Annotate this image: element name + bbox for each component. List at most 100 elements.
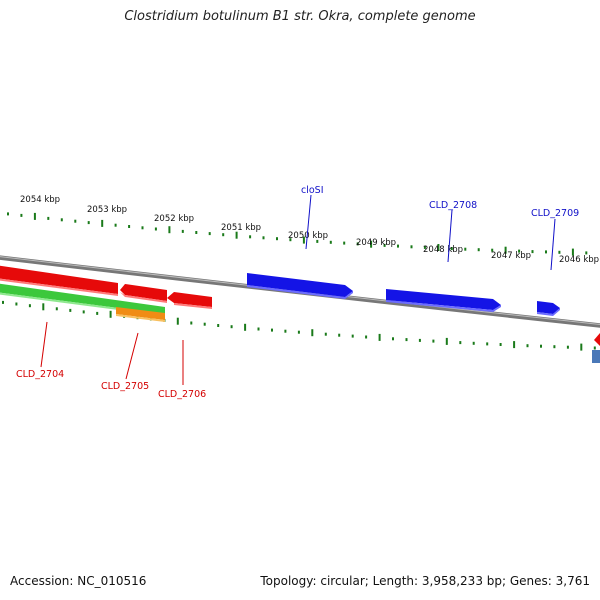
gene-label: CLD_2708 — [429, 200, 477, 211]
gene-far-right-blue[interactable] — [592, 350, 600, 363]
gene-label: CLD_2709 — [531, 208, 579, 219]
gene-cld-2705-orange[interactable] — [116, 307, 165, 320]
accession-text: Accession: NC_010516 — [10, 574, 147, 588]
minor-tick — [96, 311, 99, 315]
minor-tick — [464, 247, 467, 251]
major-tick — [33, 212, 36, 220]
major-tick — [437, 244, 440, 251]
gene-red-far-right[interactable] — [594, 332, 600, 346]
reverse-gene-labels: CLD_2704 CLD_2705 CLD_2706 — [16, 321, 206, 400]
minor-tick — [397, 244, 399, 248]
minor-tick — [276, 237, 278, 241]
gene-cld-2706[interactable] — [167, 292, 212, 307]
minor-tick — [222, 233, 225, 237]
minor-tick — [432, 339, 435, 343]
minor-tick — [82, 310, 85, 314]
scale-label: 2052 kbp — [154, 214, 194, 224]
minor-tick — [69, 308, 72, 312]
gene-label: CLD_2704 — [16, 369, 64, 380]
major-tick — [378, 333, 381, 341]
minor-tick — [208, 232, 211, 236]
minor-tick — [20, 213, 23, 217]
minor-tick — [262, 236, 265, 240]
minor-tick — [60, 218, 63, 222]
minor-tick — [28, 304, 31, 308]
minor-tick — [526, 344, 529, 348]
minor-tick — [74, 219, 77, 223]
minor-tick — [472, 341, 475, 345]
minor-tick — [154, 227, 157, 231]
minor-tick — [7, 212, 9, 216]
map-title: Clostridium botulinum B1 str. Okra, comp… — [124, 9, 476, 24]
minor-tick — [141, 226, 144, 230]
major-tick — [109, 310, 112, 318]
minor-tick — [2, 300, 4, 304]
scale-labels: 2054 kbp 2053 kbp 2052 kbp 2051 kbp 2050… — [20, 195, 599, 265]
major-tick — [513, 341, 516, 349]
minor-tick — [365, 335, 368, 339]
minor-tick — [545, 250, 547, 254]
minor-tick — [558, 250, 561, 254]
minor-tick — [217, 324, 220, 327]
outer-scale-ticks — [7, 212, 588, 256]
minor-tick — [499, 343, 502, 346]
minor-tick — [181, 229, 184, 233]
major-tick — [101, 219, 104, 227]
gene-label: CLD_2705 — [101, 381, 149, 392]
minor-tick — [47, 216, 50, 220]
forward-gene-labels: cloSI CLD_2708 CLD_2709 — [301, 185, 579, 271]
major-tick — [235, 231, 238, 239]
minor-tick — [297, 330, 300, 334]
minor-tick — [593, 346, 596, 350]
minor-tick — [423, 245, 426, 249]
major-tick — [580, 343, 583, 351]
scale-label: 2048 kbp — [423, 245, 463, 255]
minor-tick — [343, 241, 346, 245]
reverse-red-genes — [0, 265, 600, 346]
gene-closi[interactable] — [247, 273, 353, 297]
minor-tick — [518, 249, 521, 253]
minor-tick — [324, 332, 327, 336]
major-tick — [445, 337, 448, 345]
minor-tick — [585, 251, 588, 255]
major-tick — [311, 329, 314, 337]
minor-tick — [128, 225, 131, 228]
major-tick — [370, 240, 373, 248]
major-tick — [504, 246, 507, 254]
major-tick — [302, 236, 305, 244]
scale-label: 2050 kbp — [288, 231, 328, 241]
minor-tick — [55, 307, 58, 311]
minor-tick — [540, 344, 542, 348]
gene-cld-2709[interactable] — [537, 301, 560, 314]
minor-tick — [329, 240, 332, 244]
forward-genes — [247, 273, 560, 316]
gene-cld-2708[interactable] — [386, 289, 501, 310]
minor-tick — [271, 328, 273, 332]
scale-label: 2046 kbp — [559, 255, 599, 265]
minor-tick — [230, 325, 233, 329]
minor-tick — [338, 333, 341, 337]
minor-tick — [383, 243, 386, 247]
minor-tick — [87, 221, 90, 225]
minor-tick — [531, 250, 534, 254]
gene-label: cloSI — [301, 185, 324, 196]
genome-summary-text: Topology: circular; Length: 3,958,233 bp… — [260, 574, 590, 588]
minor-tick — [249, 235, 252, 239]
gene-cld-2704-red[interactable] — [0, 265, 118, 294]
gene-red-2[interactable] — [120, 284, 167, 301]
scale-label: 2049 kbp — [356, 238, 396, 248]
minor-tick — [410, 245, 413, 249]
minor-tick — [351, 334, 354, 338]
major-tick — [42, 303, 45, 311]
inner-scale-ticks — [2, 300, 596, 351]
minor-tick — [450, 247, 453, 251]
reverse-green-genes — [0, 283, 600, 363]
minor-tick — [491, 248, 494, 252]
minor-tick — [289, 238, 292, 242]
minor-tick — [284, 329, 287, 333]
minor-tick — [195, 231, 198, 234]
scale-label: 2047 kbp — [491, 251, 531, 261]
minor-tick — [486, 342, 489, 346]
gene-cld-2704-green[interactable] — [0, 283, 165, 314]
